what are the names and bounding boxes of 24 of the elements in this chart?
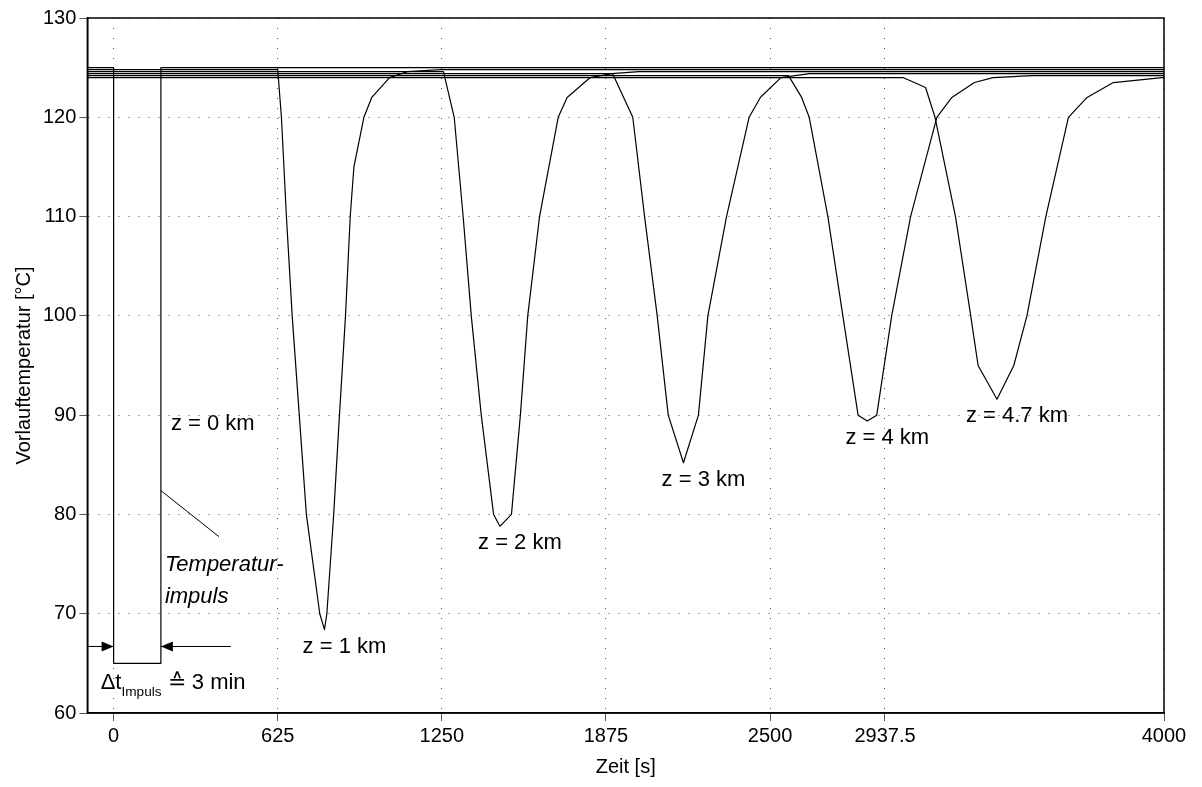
y-tick-label: 130 <box>42 5 77 28</box>
series-label: z = 2 km <box>478 529 562 555</box>
x-tick-label: 1250 <box>419 723 465 746</box>
y-tick-label: 60 <box>54 700 77 723</box>
x-tick-label: 2937.5 <box>854 723 916 746</box>
y-tick-label: 100 <box>42 303 77 326</box>
y-tick-label: 110 <box>44 204 77 227</box>
x-tick-label: 625 <box>261 723 295 746</box>
x-tick-label: 2500 <box>747 723 793 746</box>
x-axis-title: Zeit [s] <box>595 754 656 777</box>
y-axis-title: Vorlauftemperatur [°C] <box>11 266 34 465</box>
series-label: z = 0 km <box>170 410 255 436</box>
x-tick-label: 0 <box>108 723 120 746</box>
annotation: Temperatur- impuls <box>164 550 284 608</box>
series-label: z = 3 km <box>661 465 746 491</box>
y-tick-label: 70 <box>54 601 77 624</box>
y-tick-label: 120 <box>42 104 77 127</box>
series-label: z = 4.7 km <box>965 402 1069 428</box>
x-tick-label: 4000 <box>1141 723 1187 746</box>
series-label: z = 1 km <box>302 632 387 658</box>
y-tick-label: 80 <box>54 501 77 524</box>
y-tick-label: 90 <box>54 402 77 425</box>
series-label: z = 4 km <box>845 424 930 450</box>
x-tick-label: 1875 <box>583 723 629 746</box>
